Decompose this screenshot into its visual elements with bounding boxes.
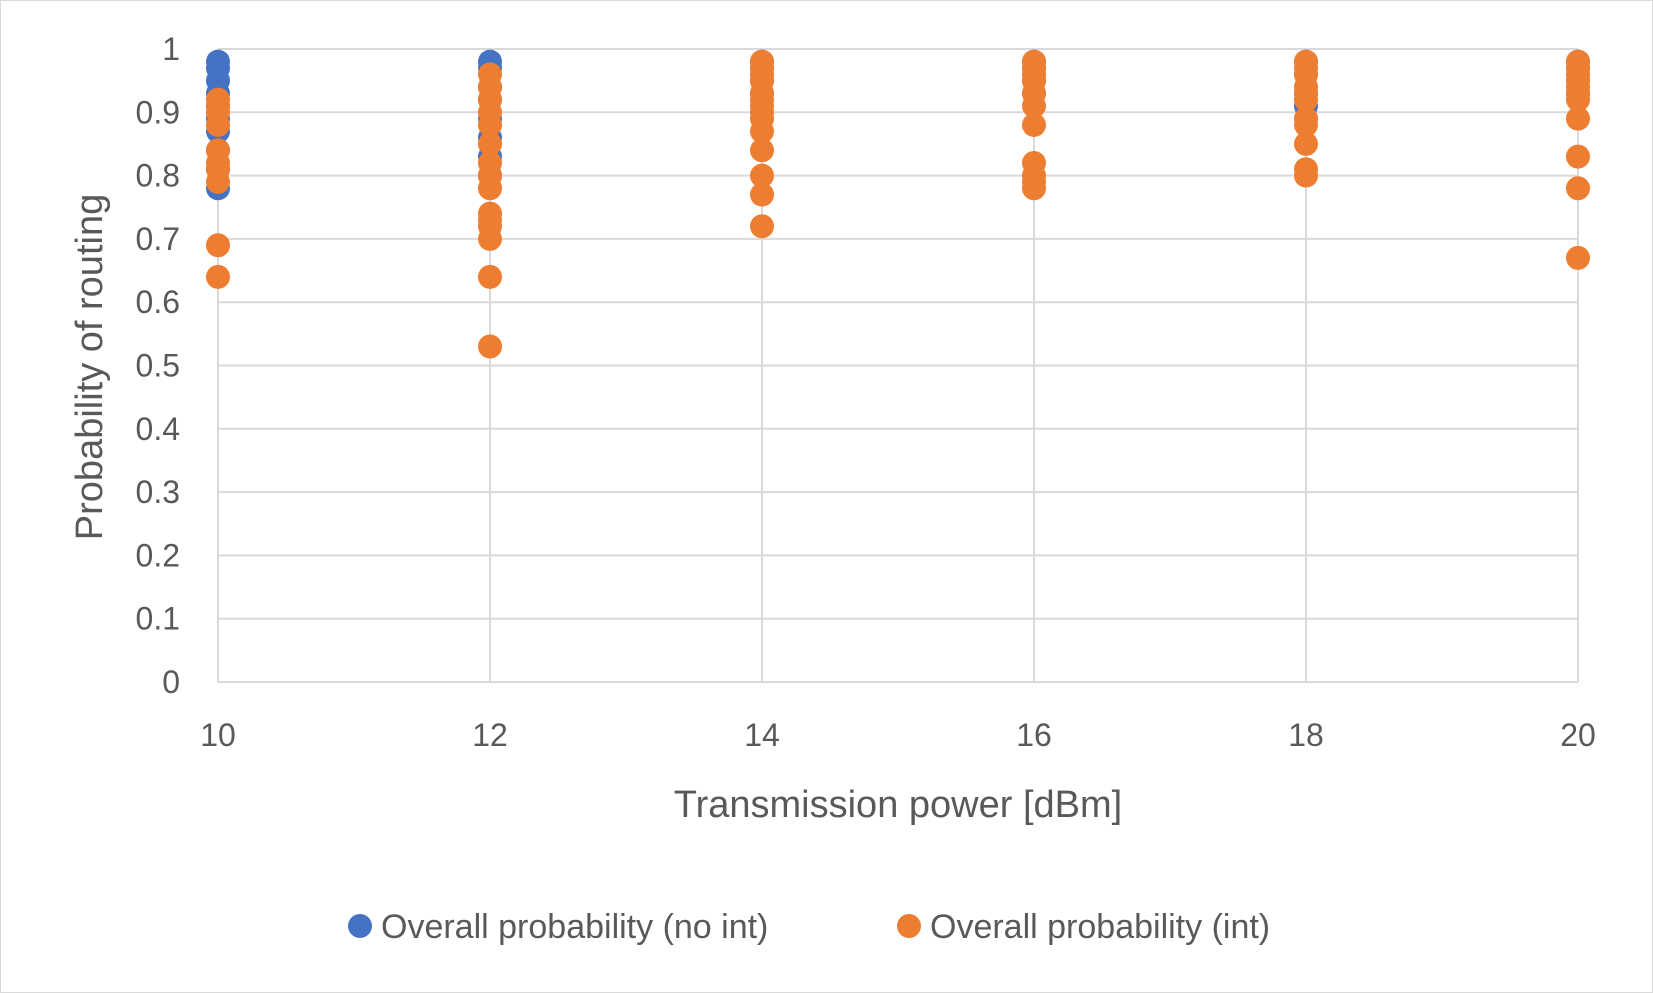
y-tick-label: 0.6 bbox=[136, 284, 180, 320]
legend-marker-int bbox=[897, 914, 921, 938]
data-point bbox=[1566, 144, 1590, 169]
y-tick-label: 1 bbox=[162, 31, 180, 67]
data-point bbox=[478, 264, 502, 289]
data-point bbox=[1022, 112, 1046, 137]
data-point bbox=[478, 334, 502, 359]
data-point bbox=[750, 163, 774, 188]
y-tick-labels: 0 0.1 0.2 0.3 0.4 0.5 0.6 0.7 0.8 0.9 1 bbox=[136, 31, 180, 700]
x-tick-labels: 10 12 14 16 18 20 bbox=[200, 717, 1596, 753]
x-tick-label: 12 bbox=[472, 717, 508, 753]
data-series bbox=[206, 49, 1590, 359]
data-point bbox=[478, 131, 502, 156]
y-tick-label: 0.9 bbox=[136, 94, 180, 130]
data-point bbox=[750, 182, 774, 207]
data-point bbox=[1566, 245, 1590, 270]
x-tick-label: 10 bbox=[200, 717, 236, 753]
y-tick-label: 0.3 bbox=[136, 474, 180, 510]
y-tick-label: 0.2 bbox=[136, 537, 180, 573]
data-point bbox=[1566, 87, 1590, 112]
y-gridlines bbox=[218, 48, 1578, 683]
data-point bbox=[478, 112, 502, 137]
legend: Overall probability (no int) Overall pro… bbox=[348, 908, 1270, 946]
y-axis-title: Probability of routing bbox=[69, 194, 111, 540]
y-tick-label: 0.7 bbox=[136, 221, 180, 257]
data-point bbox=[1022, 93, 1046, 118]
y-tick-label: 0.1 bbox=[136, 601, 180, 637]
legend-marker-no-int bbox=[348, 914, 372, 938]
data-point bbox=[1294, 163, 1318, 188]
data-point bbox=[750, 214, 774, 239]
data-point bbox=[478, 176, 502, 201]
data-point bbox=[750, 138, 774, 163]
legend-label-no-int: Overall probability (no int) bbox=[381, 908, 768, 946]
data-point bbox=[1294, 112, 1318, 137]
series-int bbox=[206, 49, 1590, 359]
x-axis-title: Transmission power [dBm] bbox=[674, 784, 1122, 826]
y-tick-label: 0 bbox=[162, 664, 180, 700]
data-point bbox=[1566, 106, 1590, 131]
data-point bbox=[1294, 87, 1318, 112]
x-tick-label: 20 bbox=[1560, 717, 1596, 753]
legend-label-int: Overall probability (int) bbox=[930, 908, 1270, 946]
y-tick-label: 0.5 bbox=[136, 348, 180, 384]
series-no-int bbox=[206, 49, 1590, 201]
x-tick-label: 14 bbox=[744, 717, 780, 753]
data-point bbox=[750, 119, 774, 144]
data-point bbox=[206, 233, 230, 258]
y-tick-label: 0.4 bbox=[136, 411, 180, 447]
x-tick-label: 16 bbox=[1016, 717, 1052, 753]
data-point bbox=[206, 169, 230, 194]
data-point bbox=[478, 226, 502, 251]
data-point bbox=[206, 112, 230, 137]
data-point bbox=[1566, 176, 1590, 201]
data-point bbox=[1294, 131, 1318, 156]
data-point bbox=[1022, 176, 1046, 201]
x-tick-label: 18 bbox=[1288, 717, 1324, 753]
data-point bbox=[206, 264, 230, 289]
y-tick-label: 0.8 bbox=[136, 158, 180, 194]
